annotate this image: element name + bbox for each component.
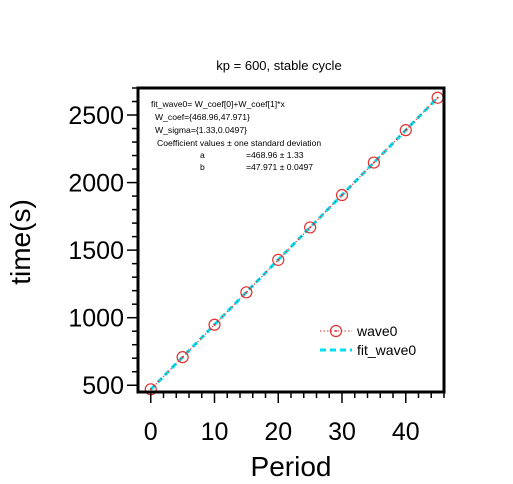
annotation-param-value: =468.96 ± 1.33 [246,150,304,160]
data-point-center [181,356,184,359]
data-point [272,253,285,266]
chart-title: kp = 600, stable cycle [216,58,341,73]
y-tick-label: 2500 [68,102,124,130]
data-point-center [341,194,343,197]
data-point-center [213,323,216,326]
wave0-line [150,97,438,390]
plot-frame [136,86,446,394]
legend: wave0 fit_wave0 [320,323,416,358]
data-point [240,286,253,299]
data-point-center [245,291,248,294]
annotation-line: W_coef={468.96,47.971} [155,112,250,122]
y-tick-label: 1500 [68,237,124,265]
annotation-line: fit_wave0= W_coef[0]+W_coef[1]*x [151,99,285,109]
y-axis-label: time(s) [5,199,36,285]
data-point [208,318,221,331]
annotation-line: W_sigma={1.33,0.0497} [155,125,247,135]
y-tick-label: 1000 [68,305,124,333]
legend-wave0-marker [329,324,343,338]
data-point [176,351,189,364]
data-point-center [277,258,280,261]
data-point [335,188,349,202]
legend-wave0-marker-dot [335,330,337,332]
annotation-param-value: =47.971 ± 0.0497 [246,162,313,172]
y-tick-label: 2000 [68,170,124,198]
data-point-center [372,161,375,164]
legend-fit-label: fit_wave0 [357,342,416,358]
marks-layer [144,91,444,396]
annotation-param-name: b [200,162,205,172]
y-axis: 500 1000 1500 2000 2500 [68,87,137,400]
y-tick-label: 500 [82,372,124,400]
x-axis: 0 10 20 30 40 [144,393,445,446]
data-point-center [436,96,439,99]
fit-annotation: fit_wave0= W_coef[0]+W_coef[1]*x W_coef=… [151,99,321,172]
annotation-line: Coefficient values ± one standard deviat… [157,138,321,148]
annotation-param-name: a [200,150,205,160]
x-tick-label: 10 [201,418,229,446]
data-point-center [149,388,152,391]
x-tick-label: 30 [328,418,356,446]
legend-wave0-label: wave0 [356,323,398,339]
data-point-center [404,129,407,132]
data-point [367,156,380,169]
x-axis-label: Period [251,451,332,482]
x-tick-label: 20 [264,418,292,446]
x-tick-label: 40 [392,418,420,446]
data-point-center [309,226,312,229]
x-tick-label: 0 [144,418,158,446]
data-point [399,124,412,137]
data-point [304,221,317,234]
